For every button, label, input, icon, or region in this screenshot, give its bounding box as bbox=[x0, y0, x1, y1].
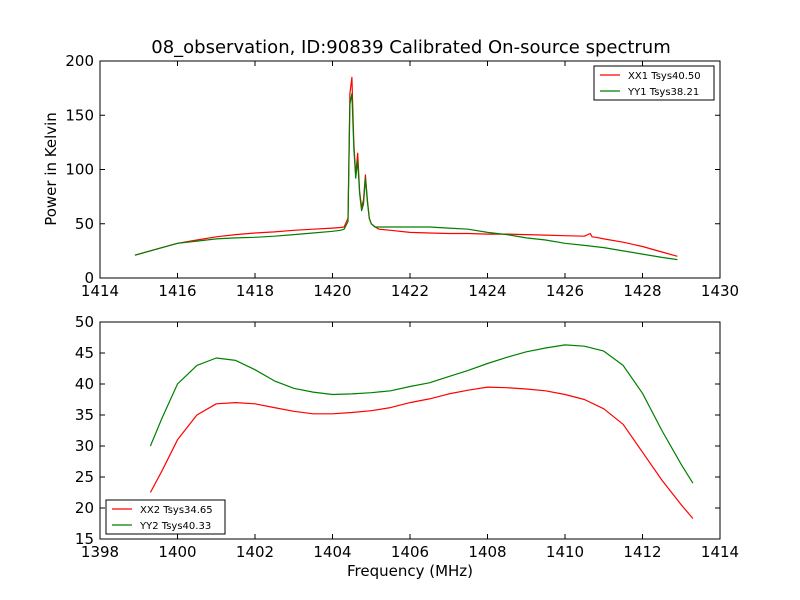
y-tick-label: 150 bbox=[65, 106, 94, 124]
y-tick-label: 200 bbox=[65, 52, 94, 70]
x-tick-label: 1400 bbox=[158, 543, 196, 561]
x-axis-label: Frequency (MHz) bbox=[347, 562, 473, 580]
legend-box bbox=[105, 499, 226, 535]
x-tick-label: 1424 bbox=[468, 282, 506, 300]
x-tick-label: 1422 bbox=[391, 282, 429, 300]
plot-panel-1: 1414 1416 1418 1420 1422 1424 1426 1428 1430 0 50 1… bbox=[65, 52, 739, 300]
y-tick-label: 100 bbox=[65, 161, 94, 179]
x-tick-label: 1416 bbox=[158, 282, 196, 300]
x-tick-label: 1402 bbox=[236, 543, 274, 561]
y-tick-label: 0 bbox=[84, 269, 94, 287]
y-tick-label: 15 bbox=[75, 530, 94, 548]
series-line-yy-panel-1 bbox=[134, 92, 678, 261]
legend-box bbox=[593, 65, 715, 101]
x-tick-label: 1430 bbox=[701, 282, 739, 300]
x-tick-label: 1414 bbox=[701, 543, 739, 561]
y-tick-label: 30 bbox=[75, 437, 94, 455]
x-tick-label: 1410 bbox=[546, 543, 584, 561]
x-tick-label: 1414 bbox=[81, 282, 119, 300]
y-tick-label: 25 bbox=[75, 468, 94, 486]
series-line-yy-panel-2 bbox=[149, 344, 694, 484]
y-tick-label: 20 bbox=[75, 499, 94, 517]
y-tick-label: 35 bbox=[75, 406, 94, 424]
y-tick-label: 50 bbox=[75, 215, 94, 233]
legend: XX2 Tsys34.65 YY2 Tsys40.33 bbox=[105, 499, 226, 535]
legend-entry: YY1 Tsys38.21 bbox=[627, 87, 699, 98]
x-tick-label: 1412 bbox=[623, 543, 661, 561]
y-tick-label: 50 bbox=[75, 313, 94, 331]
y-axis-label: Power in Kelvin bbox=[42, 112, 60, 226]
legend-entry: XX2 Tsys34.65 bbox=[140, 505, 213, 516]
x-tick-label: 1418 bbox=[236, 282, 274, 300]
y-tick-label: 40 bbox=[75, 375, 94, 393]
x-tick-label: 1406 bbox=[391, 543, 429, 561]
series-line-xx-panel-2 bbox=[149, 386, 694, 519]
x-tick-label: 1420 bbox=[313, 282, 351, 300]
x-tick-label: 1404 bbox=[313, 543, 351, 561]
legend-entry: YY2 Tsys40.33 bbox=[139, 521, 211, 532]
legend-entry: XX1 Tsys40.50 bbox=[628, 71, 701, 82]
y-tick-label: 45 bbox=[75, 344, 94, 362]
chart-title: 08_observation, ID:90839 Calibrated On-s… bbox=[151, 37, 671, 58]
x-tick-label: 1426 bbox=[546, 282, 584, 300]
legend: XX1 Tsys40.50 YY1 Tsys38.21 bbox=[593, 65, 715, 101]
series-line-xx-panel-1 bbox=[134, 76, 678, 257]
x-tick-label: 1428 bbox=[623, 282, 661, 300]
x-tick-label: 1398 bbox=[81, 543, 119, 561]
x-tick-label: 1408 bbox=[468, 543, 506, 561]
plot-panel-2: 1398 1400 1402 1404 1406 1408 1410 1412 1414 15 20… bbox=[75, 313, 739, 561]
